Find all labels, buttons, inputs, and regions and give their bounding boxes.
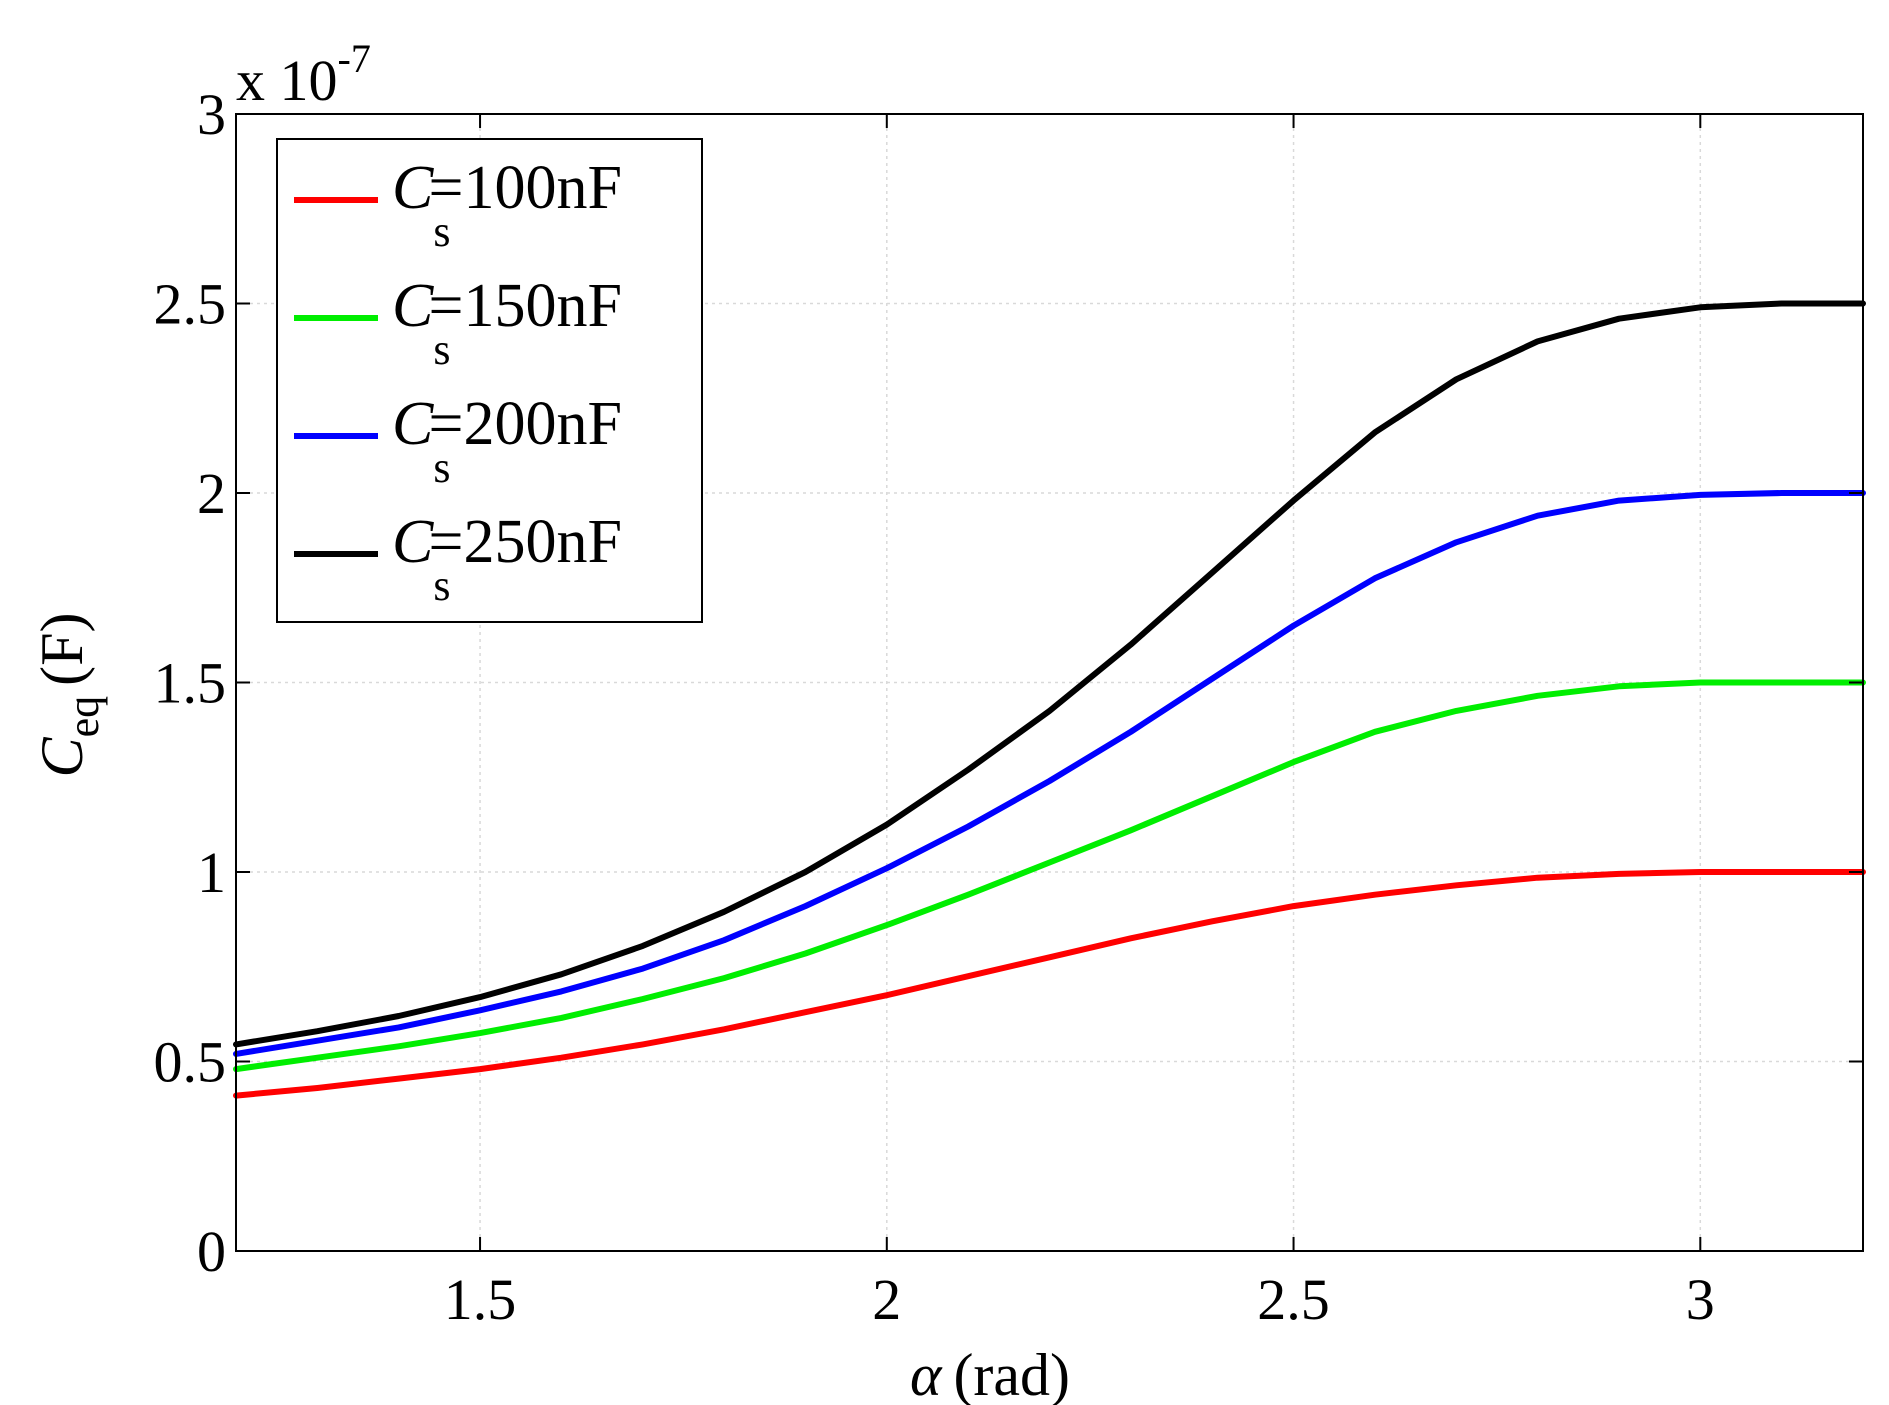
- legend-item-250nF: Cs=250nF: [294, 508, 622, 610]
- y-axis-title: Ceq(F): [29, 613, 108, 778]
- legend-subscript: s: [433, 443, 450, 492]
- y-tick-label: 2.5: [154, 272, 227, 337]
- legend-value: =200nF: [428, 390, 621, 458]
- legend-label: Cs=100nF: [392, 154, 622, 256]
- legend-box: [276, 138, 703, 623]
- legend-symbol: C: [392, 154, 434, 222]
- series-line-250nF: [233, 300, 1866, 1048]
- axis-ticks: [236, 113, 1863, 1252]
- series-line-200nF: [233, 490, 1866, 1057]
- x-tick-label: 2: [872, 1267, 901, 1332]
- x-tick-label: 1.5: [444, 1267, 517, 1332]
- y-tick-label: 0: [197, 1219, 226, 1284]
- legend-label: Cs=200nF: [392, 390, 622, 492]
- x-axis-title: α (rad): [910, 1342, 1070, 1405]
- y-tick-labels: 0 0.5 1 1.5 2 2.5 3: [154, 82, 227, 1284]
- y-tick-label: 1: [197, 840, 226, 905]
- legend-label: Cs=150nF: [392, 272, 622, 374]
- legend-subscript: s: [433, 325, 450, 374]
- x-tick-label: 3: [1686, 1267, 1715, 1332]
- series-lines: [233, 300, 1866, 1099]
- legend-item-200nF: Cs=200nF: [294, 390, 622, 492]
- legend-subscript: s: [433, 207, 450, 256]
- legend-symbol: C: [392, 272, 434, 340]
- legend-symbol: C: [392, 390, 434, 458]
- y-tick-label: 2: [197, 461, 226, 526]
- y-tick-label: 1.5: [154, 651, 227, 716]
- y-tick-label: 3: [197, 82, 226, 147]
- legend-symbol: C: [392, 508, 434, 576]
- series-line-100nF: [233, 869, 1866, 1099]
- y-multiplier: x 10-7: [236, 36, 371, 113]
- legend-item-150nF: Cs=150nF: [294, 272, 622, 374]
- legend-value: =100nF: [428, 154, 621, 222]
- x-tick-label: 2.5: [1257, 1267, 1330, 1332]
- legend-value: =250nF: [428, 508, 621, 576]
- x-tick-labels: 1.5 2 2.5 3: [444, 1267, 1715, 1332]
- legend-item-100nF: Cs=100nF: [294, 154, 622, 256]
- legend-value: =150nF: [428, 272, 621, 340]
- series-line-150nF: [233, 679, 1866, 1073]
- legend-label: Cs=250nF: [392, 508, 622, 610]
- legend-subscript: s: [433, 561, 450, 610]
- y-tick-label: 0.5: [154, 1030, 227, 1095]
